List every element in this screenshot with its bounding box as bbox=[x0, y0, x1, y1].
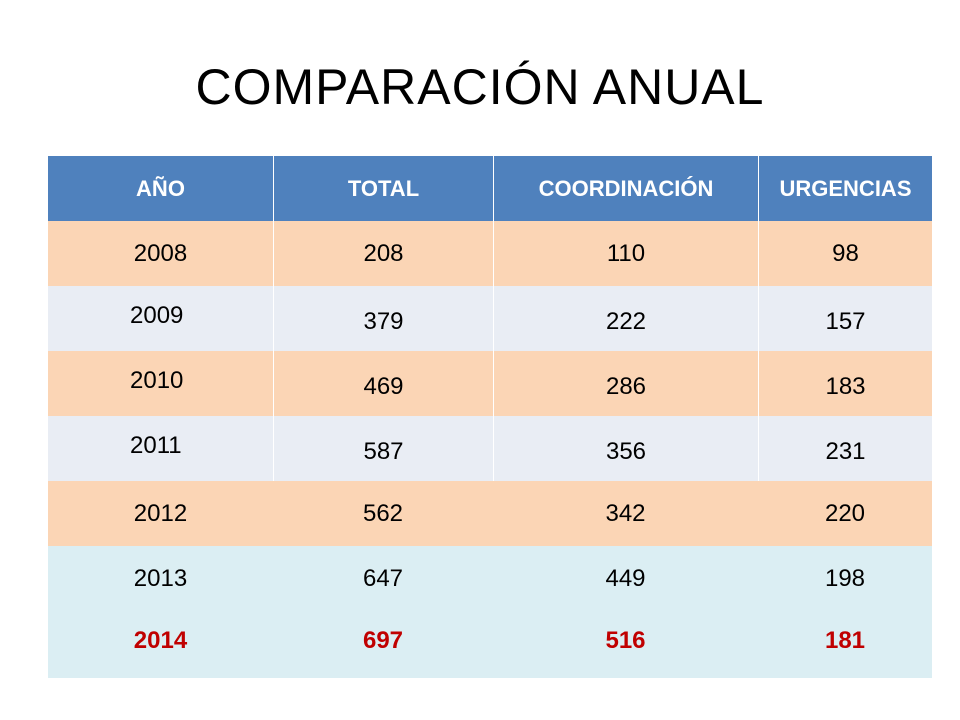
header-year: AÑO bbox=[136, 175, 185, 201]
cell-total: 587 bbox=[273, 416, 493, 481]
cell-emergencies: 183 bbox=[758, 351, 932, 416]
slide-title: COMPARACIÓN ANUAL bbox=[195, 59, 765, 115]
cell-emergencies: 198 bbox=[824, 565, 866, 592]
table-header-row: AÑO TOTAL COORDINACIÓN URGENCIAS bbox=[48, 156, 932, 221]
annual-comparison-table: AÑO TOTAL COORDINACIÓN URGENCIAS 2008 20… bbox=[48, 156, 932, 678]
cell-total: 469 bbox=[273, 351, 493, 416]
cell-emergencies: 181 bbox=[824, 627, 866, 654]
table-row-merged: 2013 647 449 198 2014 697 516 181 bbox=[48, 546, 932, 678]
cell-year: 2013 bbox=[133, 565, 188, 592]
cell-year: 2009 bbox=[130, 302, 184, 329]
cell-total: 697 bbox=[362, 627, 404, 654]
header-total: TOTAL bbox=[273, 156, 493, 221]
table-row: 2009 379 222 157 bbox=[48, 286, 932, 351]
cell-total: 208 bbox=[273, 221, 493, 286]
table-row: 2010 469 286 183 bbox=[48, 351, 932, 416]
table-row-highlight: 2014 697 516 181 bbox=[48, 608, 932, 674]
cell-emergencies: 231 bbox=[758, 416, 932, 481]
cell-coordination: 342 bbox=[605, 499, 646, 527]
cell-emergencies: 98 bbox=[758, 221, 932, 286]
cell-coordination: 356 bbox=[493, 416, 758, 481]
cell-emergencies: 220 bbox=[824, 499, 866, 527]
cell-coordination: 222 bbox=[493, 286, 758, 351]
table-row: 2013 647 449 198 bbox=[48, 546, 932, 612]
header-coordination: COORDINACIÓN bbox=[493, 156, 758, 221]
table-row: 2008 208 110 98 bbox=[48, 221, 932, 286]
cell-year: 2011 bbox=[130, 432, 182, 459]
cell-coordination: 110 bbox=[493, 221, 758, 286]
cell-coordination: 516 bbox=[605, 627, 646, 654]
cell-year: 2012 bbox=[133, 499, 188, 527]
table-row: 2012 562 342 220 bbox=[48, 481, 932, 546]
cell-total: 647 bbox=[362, 565, 404, 592]
cell-year: 2008 bbox=[133, 239, 188, 267]
cell-total: 562 bbox=[362, 499, 404, 527]
cell-year: 2010 bbox=[130, 367, 184, 394]
cell-emergencies: 157 bbox=[758, 286, 932, 351]
cell-coordination: 449 bbox=[605, 565, 646, 592]
cell-coordination: 286 bbox=[493, 351, 758, 416]
header-emergencies: URGENCIAS bbox=[758, 156, 932, 221]
cell-total: 379 bbox=[273, 286, 493, 351]
cell-year: 2014 bbox=[133, 627, 188, 654]
table-row: 2011 587 356 231 bbox=[48, 416, 932, 481]
